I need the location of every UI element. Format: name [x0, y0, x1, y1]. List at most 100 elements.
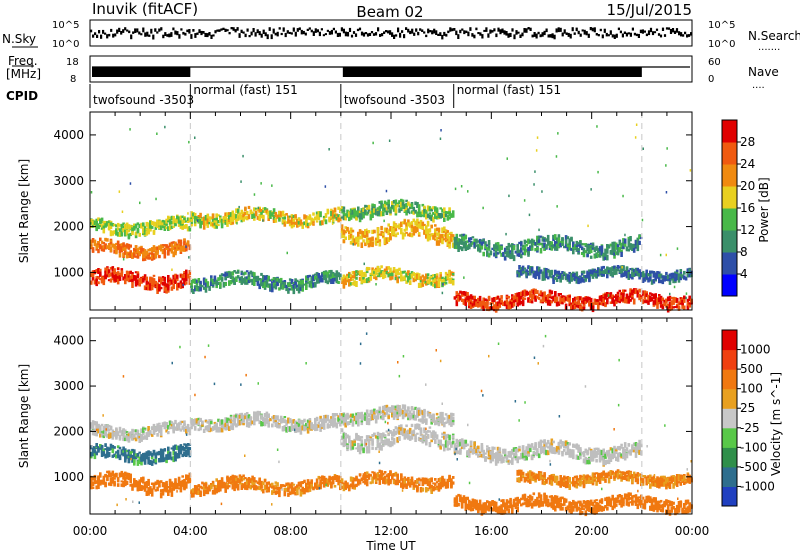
scatter-cell: [165, 218, 168, 225]
scatter-cell: [133, 225, 136, 231]
nsky-sample: [427, 28, 430, 34]
scatter-cell: [480, 245, 484, 250]
scatter-cell: [116, 222, 120, 227]
sparse-echo: [194, 136, 196, 139]
scatter-cell: [665, 298, 668, 304]
scatter-cell: [118, 275, 122, 281]
sparse-echo: [398, 205, 401, 208]
scatter-cell: [319, 220, 322, 226]
scatter-cell: [421, 214, 425, 217]
scatter-cell: [133, 252, 136, 256]
scatter-cell: [616, 291, 620, 295]
scatter-cell: [550, 243, 554, 248]
scatter-cell: [367, 207, 371, 213]
scatter-cell: [193, 222, 197, 227]
scatter-cell: [238, 280, 242, 283]
scatter-cell: [371, 236, 374, 240]
nsky-sample: [469, 27, 472, 31]
scatter-cell: [443, 238, 446, 241]
scatter-cell: [342, 277, 346, 282]
scatter-cell: [407, 219, 410, 223]
sparse-echo: [454, 187, 457, 191]
scatter-cell: [369, 210, 373, 215]
scatter-cell: [109, 425, 113, 428]
nsky-sample: [615, 33, 618, 38]
scatter-cell: [645, 291, 648, 294]
sparse-echo: [156, 132, 158, 135]
colorbar-swatch: [722, 120, 737, 143]
scatter-cell: [625, 274, 629, 279]
scatter-cell: [668, 279, 672, 285]
scatter-cell: [629, 293, 632, 298]
scatter-cell: [661, 297, 665, 301]
sparse-echo: [257, 206, 260, 210]
scatter-cell: [109, 223, 113, 230]
scatter-cell: [102, 228, 106, 234]
scatter-cell: [469, 298, 473, 302]
sparse-echo: [231, 277, 234, 280]
scatter-cell: [145, 231, 149, 235]
scatter-cell: [265, 209, 269, 213]
scatter-cell: [554, 241, 557, 247]
scatter-cell: [154, 252, 158, 259]
nsky-sample: [160, 27, 163, 31]
scatter-cell: [509, 304, 512, 309]
scatter-cell: [532, 294, 536, 298]
scatter-cell: [568, 295, 571, 298]
scatter-cell: [579, 305, 582, 310]
scatter-cell: [638, 235, 641, 239]
nsky-sample: [230, 27, 233, 30]
nsky-sample: [96, 34, 99, 38]
scatter-cell: [611, 241, 614, 247]
scatter-cell: [349, 282, 353, 286]
scatter-cell: [186, 273, 190, 279]
scatter-cell: [299, 287, 303, 291]
scatter-cell: [632, 269, 636, 273]
scatter-cell: [396, 204, 399, 208]
sparse-echo: [442, 283, 444, 286]
scatter-cell: [104, 448, 107, 451]
scatter-cell: [668, 295, 672, 302]
scatter-cell: [163, 247, 167, 253]
scatter-cell: [641, 290, 645, 296]
scatter-cell: [335, 278, 339, 284]
scatter-cell: [645, 291, 648, 297]
scatter-cell: [163, 287, 167, 292]
scatter-cell: [609, 243, 613, 247]
scatter-cell: [102, 277, 106, 283]
nsky-sample: [553, 34, 556, 40]
scatter-cell: [202, 216, 206, 222]
scatter-cell: [537, 270, 541, 276]
scatter-cell: [177, 482, 181, 485]
scatter-cell: [432, 206, 435, 210]
scatter-cell: [353, 272, 356, 279]
nsky-sample: [429, 30, 432, 33]
scatter-cell: [403, 228, 407, 232]
scatter-cell: [486, 244, 489, 247]
scatter-cell: [408, 280, 412, 285]
scatter-cell: [577, 244, 580, 247]
scatter-cell: [251, 214, 254, 219]
nsky-sample: [684, 31, 687, 35]
scatter-cell: [116, 271, 120, 274]
sparse-echo: [665, 164, 667, 167]
scatter-cell: [403, 205, 407, 209]
scatter-cell: [245, 422, 249, 428]
scatter-cell: [106, 446, 109, 451]
scatter-cell: [650, 279, 654, 285]
scatter-cell: [525, 290, 528, 294]
scatter-cell: [484, 306, 487, 309]
nsky-sample: [206, 33, 209, 38]
scatter-cell: [649, 292, 652, 295]
scatter-cell: [545, 272, 548, 279]
scatter-cell: [149, 252, 152, 255]
scatter-cell: [670, 302, 674, 306]
scatter-band: [90, 443, 192, 466]
scatter-cell: [439, 274, 442, 279]
scatter-cell: [115, 277, 118, 283]
scatter-cell: [217, 224, 220, 227]
scatter-cell: [670, 300, 674, 303]
scatter-cell: [310, 217, 313, 223]
